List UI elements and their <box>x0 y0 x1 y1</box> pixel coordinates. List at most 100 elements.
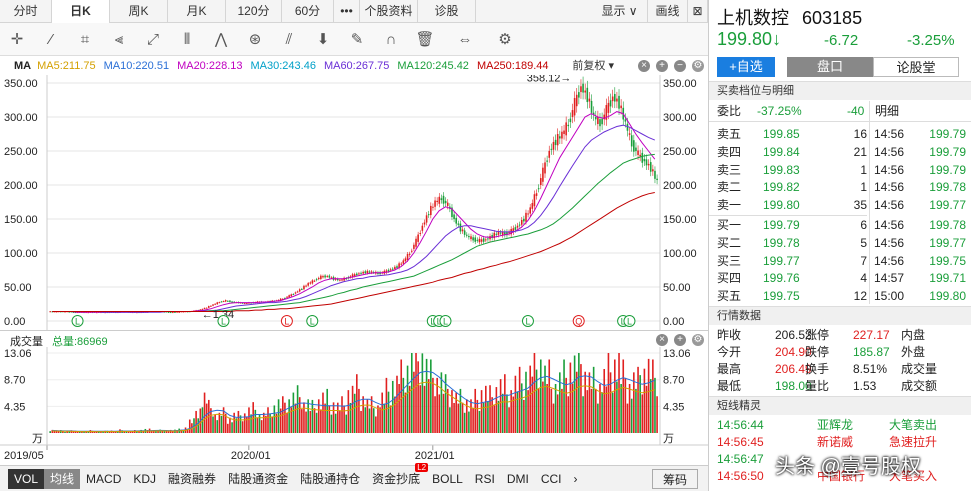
candle-body <box>279 298 282 301</box>
candle-body <box>169 312 172 314</box>
volume-bar <box>580 364 582 433</box>
signal-marker[interactable]: L <box>521 315 534 327</box>
tab-4[interactable]: 120分 <box>226 0 282 23</box>
shortline-row[interactable]: 14:56:45 新诺威 急速拉升 <box>717 434 967 451</box>
volume-bar <box>339 410 341 433</box>
webi-row: 委比 -37.25% -40 明细 <box>717 103 967 120</box>
fuquan-select[interactable]: 前复权 ▾ <box>572 60 614 72</box>
indicator-tab-13[interactable]: 筹码 <box>651 468 698 489</box>
kline-chart[interactable]: 350.00 350.00 300.00 300.00 250.00 250.00 200.… <box>0 75 708 330</box>
ma-legend: 前复权 ▾ × + − ⚙ MA MA5:211.75 MA10:220.51 MA2… <box>0 57 708 75</box>
volume-bar <box>241 421 244 433</box>
shortline-row[interactable]: 14:56:47 <box>717 451 967 468</box>
wave-icon[interactable]: ⋀ <box>214 31 228 48</box>
candle-body <box>624 119 627 122</box>
indicator-tab-12[interactable]: › <box>573 471 578 486</box>
candle-body <box>470 236 472 240</box>
indicator-tab-4[interactable]: 融资融券 <box>168 471 217 486</box>
indicator-tab-7[interactable]: 资金抄底 L2 <box>372 462 429 486</box>
tab-7[interactable]: 个股资料 <box>360 0 418 23</box>
y-tick-right: 0.00 <box>663 316 684 328</box>
indicator-tab-2[interactable]: MACD <box>86 471 122 486</box>
volume-bar <box>425 358 428 433</box>
indicator-tab-8[interactable]: BOLL <box>432 471 463 486</box>
tab-lungutang[interactable]: 论股堂 <box>873 57 959 77</box>
signal-marker[interactable]: L <box>217 315 230 327</box>
level-label: 买三 <box>717 253 742 268</box>
signal-marker[interactable]: L <box>439 315 452 327</box>
ray-icon[interactable]: ⤢ <box>146 30 159 48</box>
shortline-row[interactable]: 14:56:44 亚辉龙 大笔卖出 <box>717 417 967 434</box>
candle-body <box>472 237 474 241</box>
cycle-icon[interactable]: ⊛ <box>248 31 262 48</box>
volume-bar <box>533 353 536 433</box>
candle-body <box>425 215 428 223</box>
indicator-tab-6[interactable]: 陆股通持仓 <box>300 471 361 486</box>
candle-body <box>322 276 324 278</box>
tab-5[interactable]: 60分 <box>282 0 334 23</box>
pen-icon[interactable]: ✎ <box>350 31 364 48</box>
fan-icon[interactable]: ⫷ <box>114 30 124 48</box>
line-icon[interactable]: ⁄ <box>49 30 53 48</box>
candle-body <box>468 236 470 238</box>
fork-icon[interactable]: ⫽ <box>285 30 293 48</box>
candle-body <box>457 223 460 225</box>
zoom-in-icon[interactable]: + <box>674 334 686 346</box>
volume-bar <box>493 405 496 433</box>
shortline-row[interactable]: 14:56:50 中国银行 大笔买入 <box>717 468 967 485</box>
zoom-out-icon[interactable]: − <box>674 60 686 72</box>
trash-icon[interactable]: 🗑 <box>415 31 435 48</box>
tab-10[interactable]: 画线 <box>648 0 688 23</box>
signal-marker[interactable]: L <box>280 315 293 327</box>
arrow-down-icon[interactable]: ⬇ <box>316 31 330 48</box>
settings-icon[interactable]: ⚙ <box>498 31 512 48</box>
tab-0[interactable]: 分时 <box>0 0 52 23</box>
volume-bar <box>279 408 282 433</box>
gear-icon[interactable]: ⚙ <box>692 60 704 72</box>
volume-chart[interactable]: 13.06 13.06 8.70 8.70 4.35 4.35 万 万 2019/05 2020/… <box>0 347 708 465</box>
magnet-icon[interactable]: ∩ <box>385 30 397 48</box>
indicator-tab-10[interactable]: DMI <box>506 471 529 486</box>
candle-body <box>451 207 453 218</box>
candle-body <box>72 311 75 313</box>
tab-pankou[interactable]: 盘口 <box>787 57 873 77</box>
indicator-tab-5[interactable]: 陆股通资金 <box>228 471 289 486</box>
volume-bar <box>315 412 318 433</box>
indicator-tab-1[interactable]: 均线 <box>44 468 81 489</box>
tab-6[interactable]: ••• <box>334 0 360 23</box>
zoom-in-icon[interactable]: + <box>656 60 668 72</box>
signal-marker[interactable]: L <box>306 315 319 327</box>
vol-tick-left: 13.06 <box>4 348 32 360</box>
crosshair-icon[interactable]: ✛ <box>10 31 24 48</box>
signal-marker[interactable]: L <box>71 315 84 327</box>
tab-8[interactable]: 诊股 <box>418 0 476 23</box>
tab-3[interactable]: 月K <box>168 0 226 23</box>
signal-marker[interactable]: L <box>623 315 636 327</box>
candle-body <box>243 303 246 305</box>
tab-2[interactable]: 周K <box>110 0 168 23</box>
add-watchlist-button[interactable]: +自选 <box>717 57 775 77</box>
indicator-tab-3[interactable]: KDJ <box>133 471 157 486</box>
gear-icon[interactable]: ⚙ <box>692 334 704 346</box>
indicator-tab-9[interactable]: RSI <box>474 471 495 486</box>
tab-11[interactable]: ⊠ <box>688 0 708 23</box>
signal-marker[interactable]: Q <box>572 315 585 327</box>
shortline-signal: 大笔卖出 <box>889 418 938 432</box>
channel-icon[interactable]: ⦀ <box>183 30 191 48</box>
ma-legend-item: MA20:228.13 <box>177 60 243 72</box>
rect-icon[interactable]: ⌗ <box>80 30 90 48</box>
indicator-tab-0[interactable]: VOL <box>8 468 45 489</box>
candle-body <box>224 300 227 302</box>
tab-1[interactable]: 日K <box>52 0 110 23</box>
volume-bar <box>556 394 559 433</box>
candle-body <box>567 124 570 127</box>
tab-9[interactable]: 显示 ∨ <box>592 0 648 23</box>
detail-price: 199.79 <box>929 127 966 141</box>
close-icon[interactable]: × <box>638 60 650 72</box>
volume-bar <box>594 388 597 433</box>
indicator-tab-11[interactable]: CCI <box>540 471 562 486</box>
close-icon[interactable]: × <box>656 334 668 346</box>
expand-icon[interactable]: ⇔ <box>457 30 473 48</box>
quote-value: 204.90 <box>775 345 812 359</box>
candle-body <box>563 130 565 134</box>
